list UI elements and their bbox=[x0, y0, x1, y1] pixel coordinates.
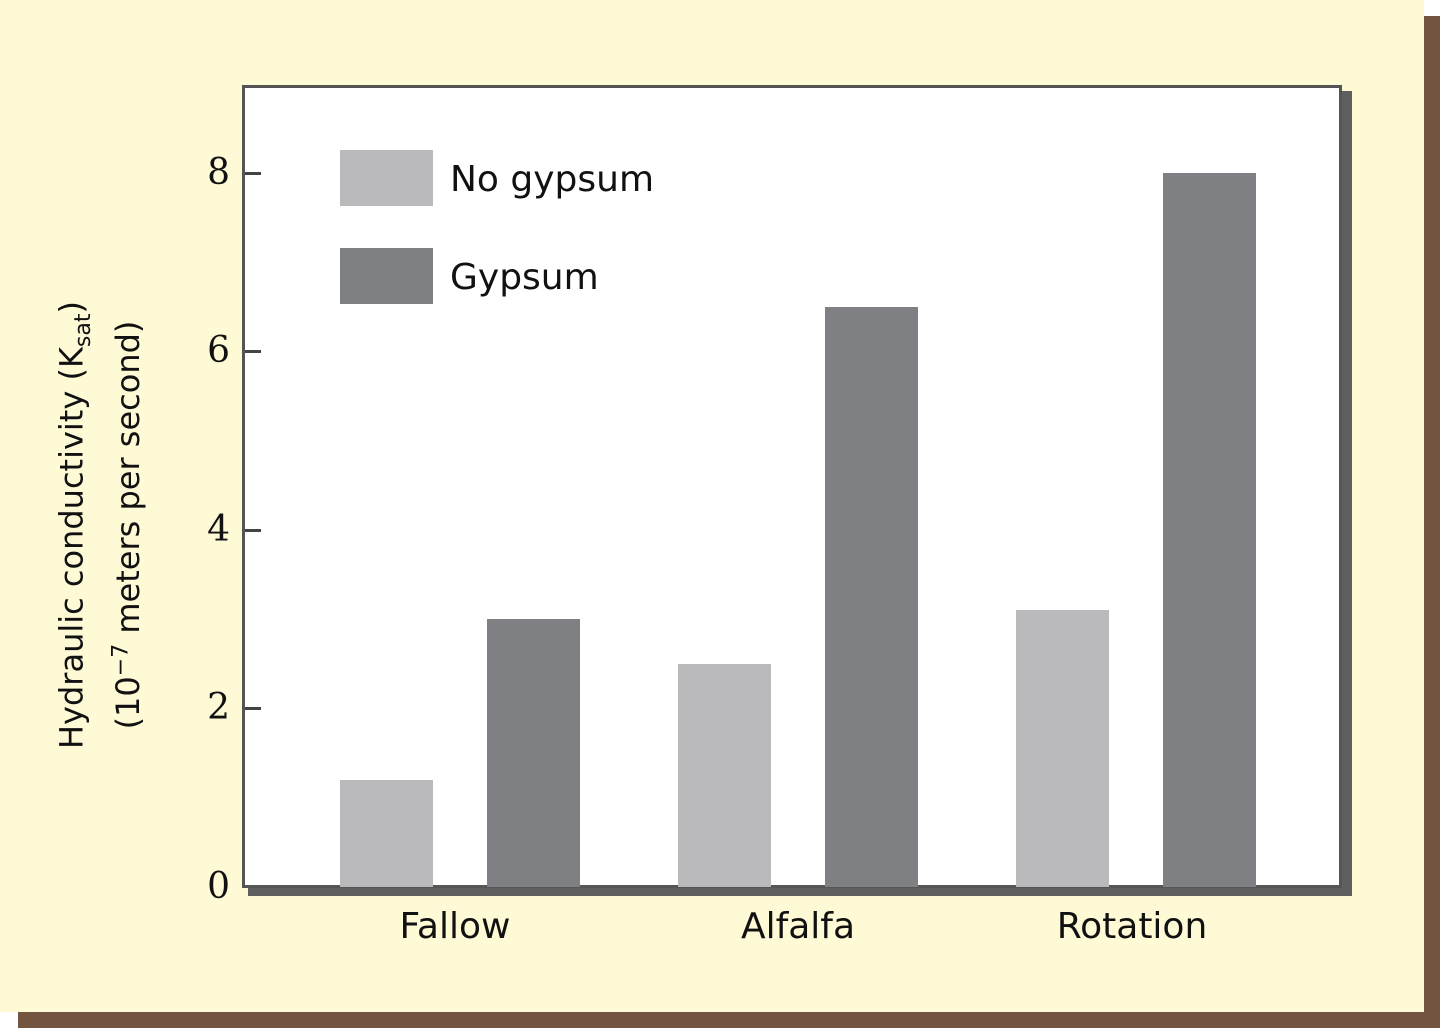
y-tick-label-6: 6 bbox=[207, 330, 230, 371]
bar-fallow-gypsum bbox=[487, 619, 580, 887]
x-tick-label-alfalfa: Alfalfa bbox=[740, 906, 856, 947]
plot-area bbox=[242, 85, 1342, 888]
legend-label-no-gypsum: No gypsum bbox=[450, 159, 655, 200]
y-tick-label-2: 2 bbox=[207, 687, 230, 728]
bar-fallow-no-gypsum bbox=[340, 779, 433, 887]
y-tick-label-0: 0 bbox=[207, 866, 230, 907]
bar-rotation-gypsum bbox=[1163, 172, 1256, 887]
y-axis-label-line1: Hydraulic conductivity (Ksat) bbox=[52, 301, 96, 749]
x-tick-label-fallow: Fallow bbox=[399, 906, 511, 947]
bar-alfalfa-gypsum bbox=[825, 306, 918, 887]
x-tick-label-rotation: Rotation bbox=[1056, 906, 1208, 947]
chart-panel: Hydraulic conductivity (Ksat) (10−7 mete… bbox=[0, 0, 1424, 1012]
y-tick-8 bbox=[245, 172, 261, 175]
y-tick-4 bbox=[245, 529, 261, 532]
y-tick-6 bbox=[245, 350, 261, 353]
y-tick-label-8: 8 bbox=[207, 152, 230, 193]
legend-swatch-gypsum bbox=[340, 248, 433, 304]
legend-swatch-no-gypsum bbox=[340, 150, 433, 206]
y-tick-2 bbox=[245, 707, 261, 710]
y-axis-label-line2: (10−7 meters per second) bbox=[108, 320, 148, 730]
legend-label-gypsum: Gypsum bbox=[450, 257, 599, 298]
bar-rotation-no-gypsum bbox=[1016, 610, 1109, 887]
y-tick-label-4: 4 bbox=[207, 509, 230, 550]
bar-alfalfa-no-gypsum bbox=[678, 663, 771, 887]
